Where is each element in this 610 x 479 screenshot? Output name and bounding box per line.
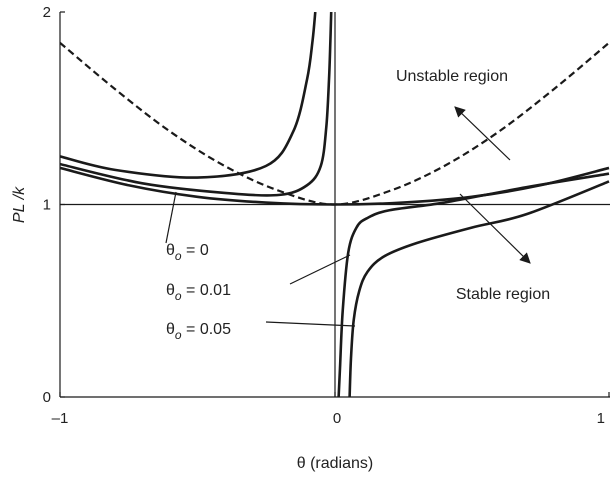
series-label-theta0: θo = 0 [166, 242, 209, 263]
leader-theta0 [165, 191, 177, 244]
x-axis-label: θ (radians) [297, 455, 373, 472]
unstable-region-label: Unstable region [396, 68, 508, 85]
series-label-theta001: θo = 0.01 [166, 282, 231, 303]
x-tick-label-0: 0 [333, 410, 341, 427]
stable-region-label: Stable region [456, 286, 550, 303]
y-axis-label: PL /k [11, 186, 28, 223]
leader-theta005 [265, 321, 356, 327]
series-line-theta005-right [348, 180, 610, 397]
series-line-theta005-left [60, 12, 317, 179]
leader-theta001 [289, 254, 351, 285]
x-tick-label-1: 1 [597, 410, 605, 427]
subscript-o: o [175, 249, 182, 263]
series-line-theta001-left [60, 12, 333, 197]
y-tick-label-2: 2 [43, 4, 51, 21]
y-tick-label-1: 1 [43, 197, 51, 214]
subscript-o: o [175, 328, 182, 342]
series-label-theta005: θo = 0.05 [166, 321, 231, 342]
subscript-o: o [175, 289, 182, 303]
y-tick-label-0: 0 [43, 389, 51, 406]
x-tick-label-neg1: –1 [52, 410, 69, 427]
unstable-arrow [454, 106, 511, 161]
stable-arrow [459, 193, 531, 264]
series-line-theta001-right [337, 172, 610, 397]
